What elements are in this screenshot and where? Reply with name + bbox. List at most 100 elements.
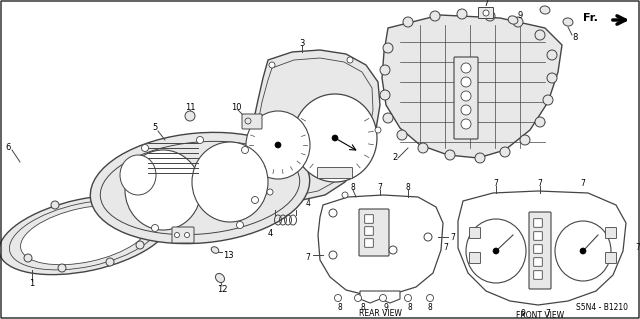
FancyBboxPatch shape [365, 239, 373, 247]
Ellipse shape [466, 219, 526, 283]
Text: 3: 3 [300, 39, 305, 48]
Text: 8: 8 [338, 302, 342, 311]
Text: 8: 8 [572, 33, 578, 42]
Ellipse shape [383, 113, 393, 123]
FancyBboxPatch shape [534, 258, 542, 266]
FancyBboxPatch shape [317, 167, 353, 179]
Polygon shape [382, 15, 562, 158]
Ellipse shape [461, 63, 471, 73]
Ellipse shape [347, 57, 353, 63]
Ellipse shape [329, 251, 337, 259]
Text: Fr.: Fr. [583, 13, 598, 23]
Ellipse shape [252, 197, 259, 204]
Ellipse shape [424, 233, 432, 241]
Ellipse shape [508, 16, 518, 24]
Ellipse shape [461, 91, 471, 101]
Text: 6: 6 [5, 144, 11, 152]
Ellipse shape [20, 205, 149, 265]
Ellipse shape [457, 9, 467, 19]
Text: 12: 12 [217, 286, 227, 294]
Ellipse shape [24, 254, 32, 262]
Ellipse shape [430, 11, 440, 21]
Ellipse shape [10, 200, 161, 270]
Ellipse shape [211, 247, 219, 253]
Ellipse shape [403, 17, 413, 27]
Ellipse shape [580, 248, 586, 254]
FancyBboxPatch shape [479, 8, 493, 19]
Text: 10: 10 [231, 102, 241, 112]
Ellipse shape [136, 241, 144, 249]
FancyBboxPatch shape [534, 232, 542, 240]
Ellipse shape [245, 118, 251, 124]
Text: 7: 7 [580, 179, 586, 188]
Text: 7: 7 [493, 179, 499, 188]
Ellipse shape [389, 246, 397, 254]
Ellipse shape [500, 147, 510, 157]
Ellipse shape [267, 189, 273, 195]
Text: 4: 4 [305, 198, 310, 207]
Ellipse shape [175, 233, 179, 238]
FancyBboxPatch shape [365, 215, 373, 223]
Text: 7: 7 [378, 182, 383, 191]
Ellipse shape [125, 150, 201, 230]
Ellipse shape [0, 195, 171, 275]
Ellipse shape [535, 117, 545, 127]
Ellipse shape [543, 95, 553, 105]
Polygon shape [360, 291, 400, 303]
Ellipse shape [485, 11, 495, 21]
Text: 1: 1 [29, 279, 35, 288]
FancyBboxPatch shape [365, 227, 373, 235]
Ellipse shape [141, 145, 148, 152]
Ellipse shape [192, 142, 268, 222]
Ellipse shape [493, 248, 499, 254]
Text: 9: 9 [383, 302, 388, 311]
FancyBboxPatch shape [172, 227, 194, 243]
Ellipse shape [329, 209, 337, 217]
FancyBboxPatch shape [242, 114, 262, 129]
Ellipse shape [269, 62, 275, 68]
Ellipse shape [380, 90, 390, 100]
Ellipse shape [51, 201, 59, 209]
Ellipse shape [397, 130, 407, 140]
Ellipse shape [461, 77, 471, 87]
Text: 7: 7 [538, 179, 543, 188]
Ellipse shape [547, 50, 557, 60]
Ellipse shape [445, 150, 455, 160]
Ellipse shape [404, 294, 412, 301]
Text: 8: 8 [408, 302, 412, 311]
Text: 7: 7 [545, 308, 550, 317]
Ellipse shape [58, 264, 66, 272]
Ellipse shape [120, 155, 156, 195]
Ellipse shape [184, 233, 189, 238]
Ellipse shape [246, 111, 310, 179]
Text: S5N4 - B1210: S5N4 - B1210 [576, 303, 628, 313]
Ellipse shape [185, 111, 195, 121]
Ellipse shape [106, 258, 114, 266]
Text: 8: 8 [360, 302, 365, 311]
Ellipse shape [555, 221, 611, 281]
Ellipse shape [426, 294, 433, 301]
Text: 7: 7 [451, 233, 456, 241]
FancyBboxPatch shape [534, 271, 542, 279]
FancyBboxPatch shape [605, 253, 616, 263]
Text: REAR VIEW: REAR VIEW [358, 308, 401, 317]
Ellipse shape [418, 143, 428, 153]
Text: 7: 7 [444, 243, 449, 253]
Text: 9: 9 [520, 308, 525, 317]
Text: 7: 7 [636, 243, 640, 253]
Ellipse shape [342, 192, 348, 198]
Ellipse shape [90, 132, 310, 244]
Text: 9: 9 [517, 11, 523, 19]
Ellipse shape [547, 73, 557, 83]
FancyBboxPatch shape [534, 245, 542, 253]
Ellipse shape [275, 142, 281, 148]
Ellipse shape [380, 294, 387, 301]
Ellipse shape [355, 294, 362, 301]
Ellipse shape [196, 137, 204, 144]
Ellipse shape [475, 153, 485, 163]
Text: 13: 13 [223, 251, 234, 261]
Ellipse shape [237, 221, 243, 228]
Text: 7: 7 [305, 253, 310, 262]
FancyBboxPatch shape [529, 212, 551, 289]
Polygon shape [318, 195, 443, 295]
